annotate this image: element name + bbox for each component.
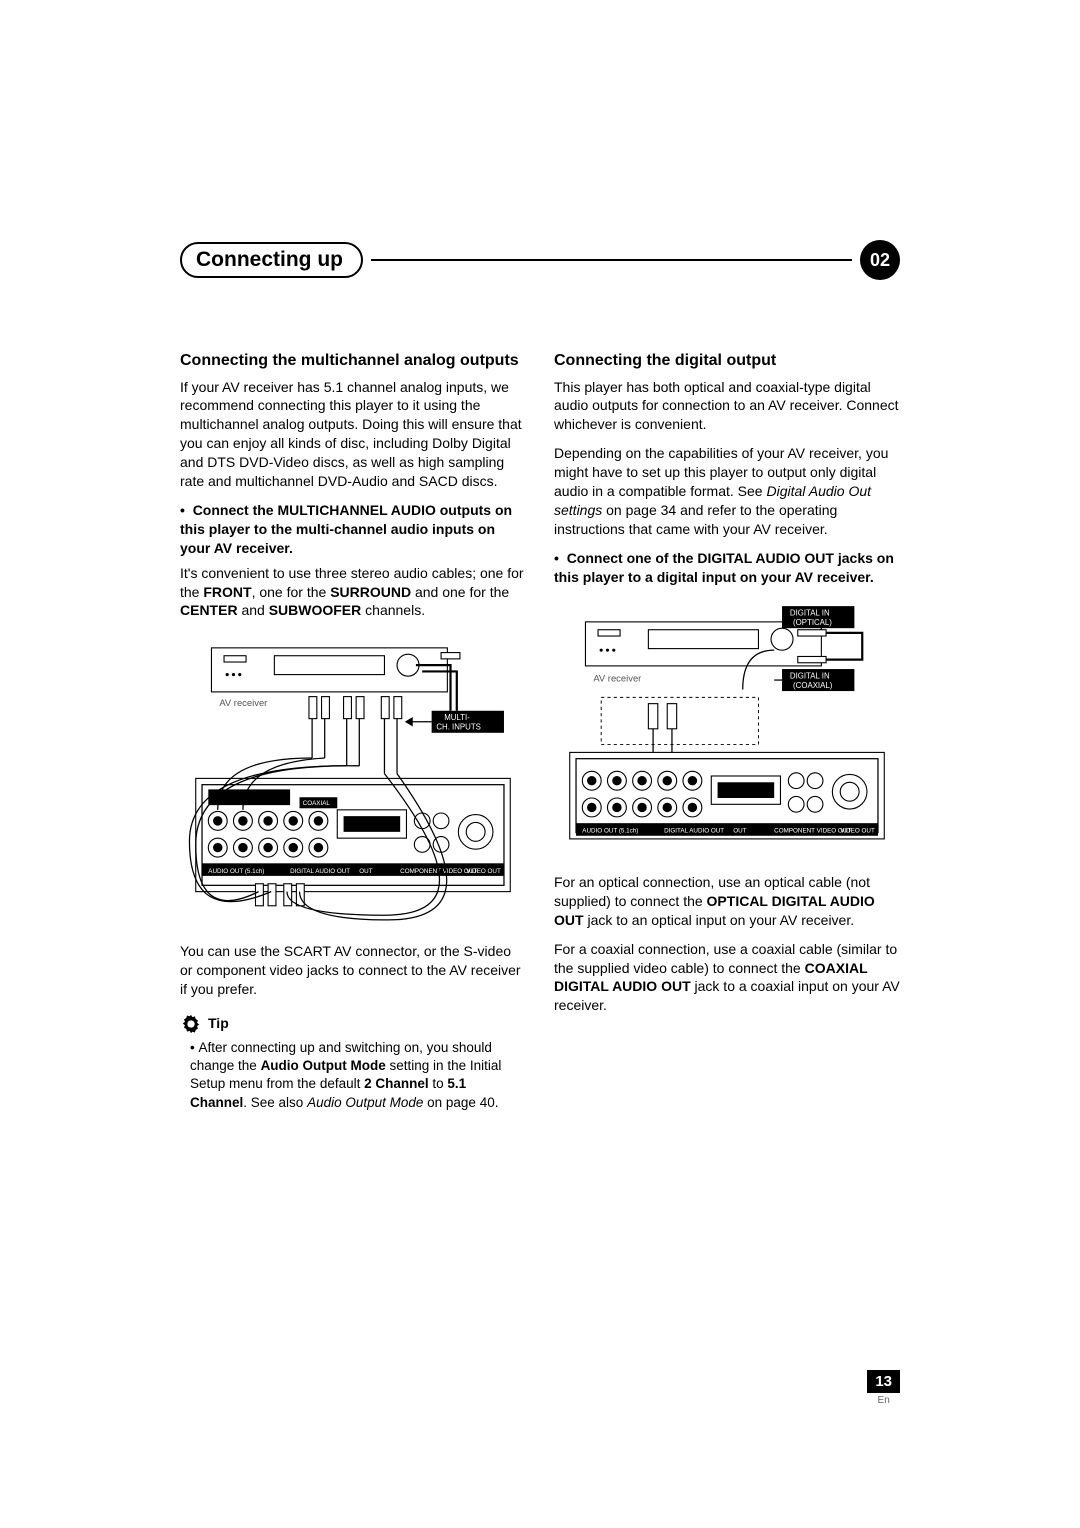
page-lang: En [867, 1395, 900, 1406]
left-p2d: and [238, 602, 269, 618]
coaxial-label: COAXIAL [303, 800, 331, 807]
right-p1: This player has both optical and coaxial… [554, 378, 900, 435]
left-p1: If your AV receiver has 5.1 channel anal… [180, 378, 526, 491]
right-heading: Connecting the digital output [554, 350, 900, 372]
av-receiver-label: AV receiver [219, 697, 267, 708]
optical-label-1: DIGITAL IN [790, 608, 830, 617]
left-p2b: , one for the [252, 584, 331, 600]
svg-text:DIGITAL AUDIO OUT: DIGITAL AUDIO OUT [664, 827, 724, 834]
left-connection-diagram: AV receiver MULTI- CH. INPUTS [180, 640, 526, 923]
right-p3b: jack to an optical input on your AV rece… [584, 912, 855, 928]
manual-page: Connecting up 02 Connecting the multicha… [0, 0, 1080, 1172]
multi-ch-label-2: CH. INPUTS [436, 723, 481, 732]
coax-label-2: (COAXIAL) [793, 680, 833, 689]
right-connection-diagram: AV receiver DIGITAL IN (OPTICAL) DIGITAL… [554, 603, 900, 855]
right-p3: For an optical connection, use an optica… [554, 873, 900, 930]
right-column: Connecting the digital output This playe… [554, 350, 900, 1112]
left-p2e: channels. [361, 602, 425, 618]
tip-italic: Audio Output Mode [307, 1095, 423, 1110]
right-p4: For a coaxial connection, use a coaxial … [554, 940, 900, 1016]
tip-header: Tip [180, 1013, 526, 1035]
svg-text:OUT: OUT [359, 868, 372, 875]
tip-d: . See also [243, 1095, 307, 1110]
svg-text:AUDIO OUT (5.1ch): AUDIO OUT (5.1ch) [208, 868, 264, 875]
svg-text:VIDEO OUT: VIDEO OUT [840, 827, 875, 834]
header-rule [371, 259, 852, 261]
av-receiver-label-r: AV receiver [593, 672, 641, 683]
tip-bold1: Audio Output Mode [261, 1058, 386, 1073]
left-column: Connecting the multichannel analog outpu… [180, 350, 526, 1112]
left-p2-surround: SURROUND [330, 584, 411, 600]
svg-text:VIDEO OUT: VIDEO OUT [466, 868, 501, 875]
left-p2-front: FRONT [203, 584, 251, 600]
coax-label-1: DIGITAL IN [790, 671, 830, 680]
cable-plugs [309, 697, 402, 774]
left-bullet1: • Connect the MULTICHANNEL AUDIO outputs… [180, 501, 526, 558]
optical-label-2: (OPTICAL) [793, 618, 832, 627]
right-bullet1-text: Connect one of the DIGITAL AUDIO OUT jac… [554, 550, 894, 585]
tip-e: on page 40. [423, 1095, 498, 1110]
chapter-header: Connecting up 02 [180, 240, 900, 280]
right-p2: Depending on the capabilities of your AV… [554, 444, 900, 538]
svg-text:AUDIO OUT (5.1ch): AUDIO OUT (5.1ch) [582, 827, 638, 834]
left-p3: You can use the SCART AV connector, or t… [180, 942, 526, 999]
left-p2c: and one for the [411, 584, 509, 600]
tip-text: • After connecting up and switching on, … [190, 1039, 526, 1112]
page-number: 13 [867, 1370, 900, 1393]
svg-text:DIGITAL AUDIO OUT: DIGITAL AUDIO OUT [290, 868, 350, 875]
gear-icon [180, 1013, 202, 1035]
chapter-number-badge: 02 [860, 240, 900, 280]
tip-bold2: 2 Channel [364, 1076, 429, 1091]
page-number-box: 13 En [867, 1370, 900, 1406]
right-bullet1: • Connect one of the DIGITAL AUDIO OUT j… [554, 549, 900, 587]
left-p2-center: CENTER [180, 602, 238, 618]
svg-text:OUT: OUT [733, 827, 746, 834]
left-heading: Connecting the multichannel analog outpu… [180, 350, 526, 372]
left-p2-sub: SUBWOOFER [269, 602, 362, 618]
tip-label: Tip [208, 1014, 229, 1033]
content-columns: Connecting the multichannel analog outpu… [180, 350, 900, 1112]
chapter-title-pill: Connecting up [180, 242, 363, 278]
left-p2: It's convenient to use three stereo audi… [180, 564, 526, 621]
left-bullet1-text: Connect the MULTICHANNEL AUDIO outputs o… [180, 502, 512, 556]
multi-ch-label-1: MULTI- [444, 713, 470, 722]
tip-c: to [429, 1076, 448, 1091]
